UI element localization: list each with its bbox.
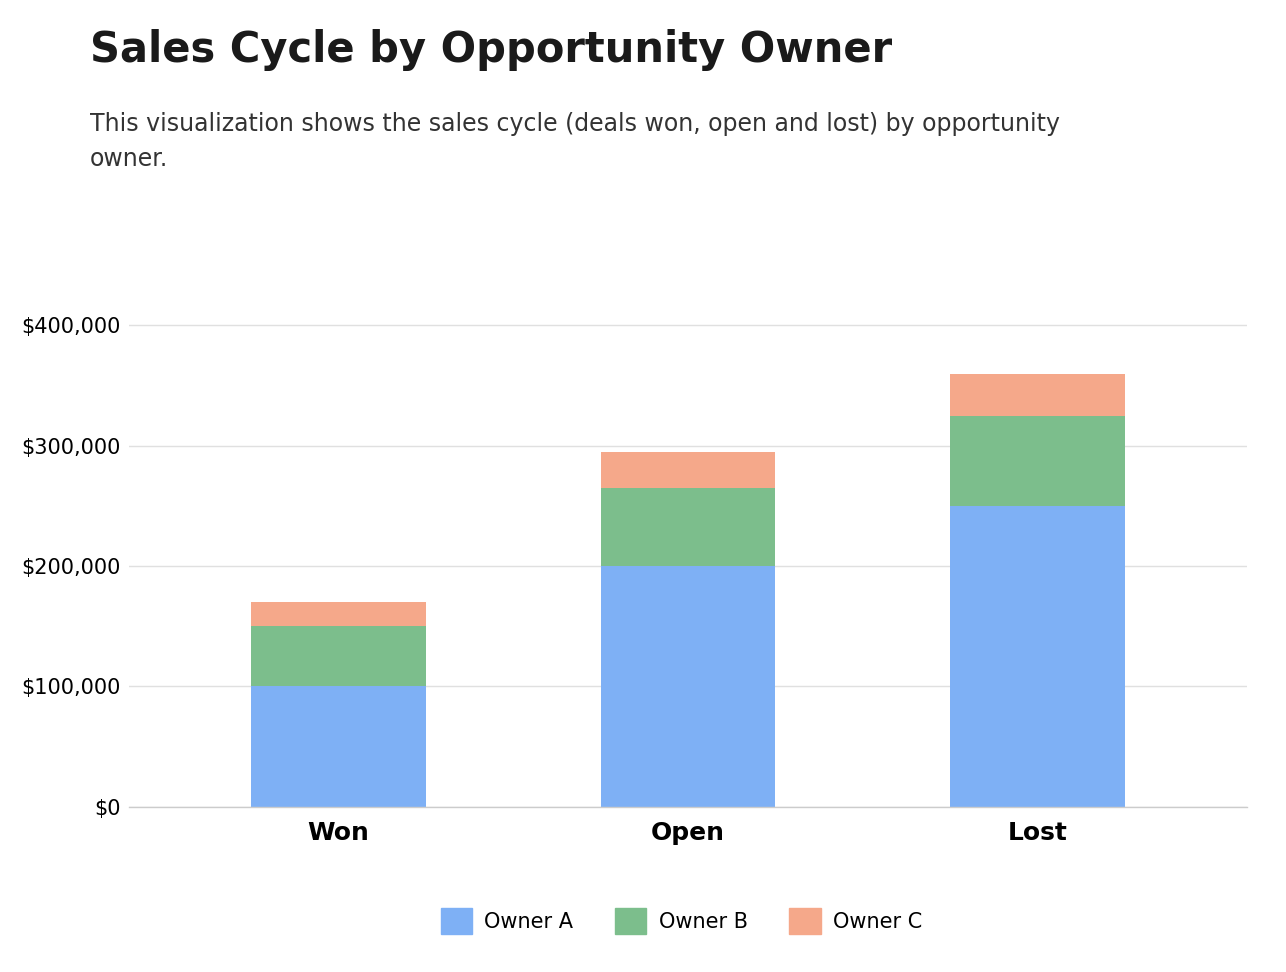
Bar <box>601 452 775 488</box>
Bar <box>251 686 426 807</box>
Bar <box>950 373 1125 416</box>
Text: This visualization shows the sales cycle (deals won, open and lost) by opportuni: This visualization shows the sales cycle… <box>90 112 1060 171</box>
Legend: Owner A, Owner B, Owner C: Owner A, Owner B, Owner C <box>432 900 931 942</box>
Bar <box>251 603 426 626</box>
Bar <box>601 488 775 566</box>
Bar <box>950 505 1125 807</box>
Text: Sales Cycle by Opportunity Owner: Sales Cycle by Opportunity Owner <box>90 29 892 71</box>
Bar <box>251 626 426 686</box>
Bar <box>950 416 1125 505</box>
Bar <box>601 566 775 807</box>
